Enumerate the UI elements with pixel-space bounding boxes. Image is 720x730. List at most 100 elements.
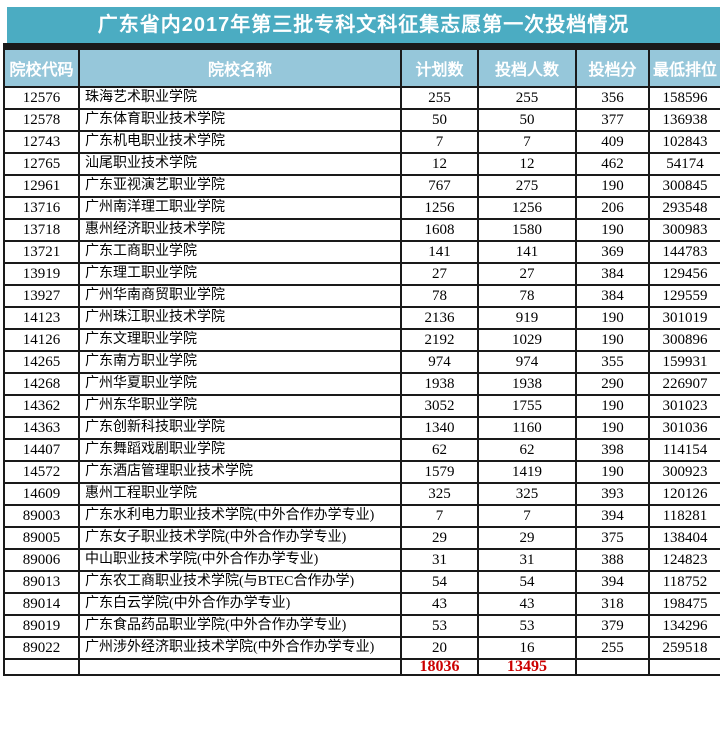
cast-score: 394 <box>575 570 650 594</box>
table-row: 89006 中山职业技术学院(中外合作办学专业) 31 31 388 124823 <box>3 548 720 572</box>
table-row: 13919 广东理工职业学院 27 27 384 129456 <box>3 262 720 286</box>
college-name: 广州东华职业学院 <box>78 394 402 418</box>
college-name: 广东理工职业学院 <box>78 262 402 286</box>
cast-score: 356 <box>575 86 650 110</box>
table-title: 广东省内2017年第三批专科文科征集志愿第一次投档情况 <box>7 7 720 43</box>
table-row: 14126 广东文理职业学院 2192 1029 190 300896 <box>3 328 720 352</box>
college-name: 广东工商职业学院 <box>78 240 402 264</box>
table-row: 89013 广东农工商职业技术学院(与BTEC合作办学) 54 54 394 118752 <box>3 570 720 594</box>
college-name: 广州华南商贸职业学院 <box>78 284 402 308</box>
table-row: 12578 广东体育职业技术学院 50 50 377 136938 <box>3 108 720 132</box>
lowest-rank: 158596 <box>648 86 720 110</box>
plan-count: 141 <box>400 240 479 264</box>
college-code: 12578 <box>3 108 80 132</box>
plan-count: 974 <box>400 350 479 374</box>
lowest-rank: 138404 <box>648 526 720 550</box>
cast-score: 206 <box>575 196 650 220</box>
college-code: 12576 <box>3 86 80 110</box>
college-code: 89003 <box>3 504 80 528</box>
college-name: 广东白云学院(中外合作办学专业) <box>78 592 402 616</box>
lowest-rank: 120126 <box>648 482 720 506</box>
cast-count: 43 <box>477 592 577 616</box>
college-name: 广东舞蹈戏剧职业学院 <box>78 438 402 462</box>
cast-count: 275 <box>477 174 577 198</box>
plan-count: 54 <box>400 570 479 594</box>
table-row: 14572 广东酒店管理职业技术学院 1579 1419 190 300923 <box>3 460 720 484</box>
table-row: 14407 广东舞蹈戏剧职业学院 62 62 398 114154 <box>3 438 720 462</box>
total-empty-cell <box>648 658 720 676</box>
total-cast-count: 13495 <box>477 658 577 676</box>
header-row: 院校代码 院校名称 计划数 投档人数 投档分 最低排位 <box>3 45 720 88</box>
plan-count: 3052 <box>400 394 479 418</box>
table-row: 89019 广东食品药品职业学院(中外合作办学专业) 53 53 379 134296 <box>3 614 720 638</box>
cast-count: 53 <box>477 614 577 638</box>
cast-score: 375 <box>575 526 650 550</box>
table-row: 14362 广州东华职业学院 3052 1755 190 301023 <box>3 394 720 418</box>
total-empty-cell <box>78 658 402 676</box>
cast-score: 290 <box>575 372 650 396</box>
table-row: 14268 广州华夏职业学院 1938 1938 290 226907 <box>3 372 720 396</box>
college-code: 14572 <box>3 460 80 484</box>
college-code: 89013 <box>3 570 80 594</box>
plan-count: 43 <box>400 592 479 616</box>
college-name: 广东体育职业技术学院 <box>78 108 402 132</box>
lowest-rank: 129559 <box>648 284 720 308</box>
plan-count: 1579 <box>400 460 479 484</box>
cast-score: 409 <box>575 130 650 154</box>
plan-count: 78 <box>400 284 479 308</box>
college-code: 13716 <box>3 196 80 220</box>
table-row: 13927 广州华南商贸职业学院 78 78 384 129559 <box>3 284 720 308</box>
college-code: 14265 <box>3 350 80 374</box>
cast-count: 1419 <box>477 460 577 484</box>
plan-count: 31 <box>400 548 479 572</box>
college-code: 12743 <box>3 130 80 154</box>
lowest-rank: 300896 <box>648 328 720 352</box>
cast-score: 462 <box>575 152 650 176</box>
table-row: 12961 广东亚视演艺职业学院 767 275 190 300845 <box>3 174 720 198</box>
lowest-rank: 301036 <box>648 416 720 440</box>
total-empty-cell <box>3 658 80 676</box>
lowest-rank: 301019 <box>648 306 720 330</box>
college-name: 广州珠江职业技术学院 <box>78 306 402 330</box>
cast-score: 190 <box>575 174 650 198</box>
plan-count: 7 <box>400 130 479 154</box>
college-name: 广东食品药品职业学院(中外合作办学专业) <box>78 614 402 638</box>
college-name: 广东文理职业学院 <box>78 328 402 352</box>
college-code: 13919 <box>3 262 80 286</box>
college-name: 广州华夏职业学院 <box>78 372 402 396</box>
cast-count: 325 <box>477 482 577 506</box>
lowest-rank: 300983 <box>648 218 720 242</box>
lowest-rank: 102843 <box>648 130 720 154</box>
lowest-rank: 114154 <box>648 438 720 462</box>
cast-score: 190 <box>575 306 650 330</box>
lowest-rank: 293548 <box>648 196 720 220</box>
lowest-rank: 226907 <box>648 372 720 396</box>
college-name: 广州涉外经济职业技术学院(中外合作办学专业) <box>78 636 402 660</box>
cast-count: 7 <box>477 504 577 528</box>
plan-count: 325 <box>400 482 479 506</box>
plan-count: 767 <box>400 174 479 198</box>
college-code: 14123 <box>3 306 80 330</box>
cast-count: 974 <box>477 350 577 374</box>
cast-score: 384 <box>575 284 650 308</box>
college-name: 广东农工商职业技术学院(与BTEC合作办学) <box>78 570 402 594</box>
table-row: 14363 广东创新科技职业学院 1340 1160 190 301036 <box>3 416 720 440</box>
college-code: 12765 <box>3 152 80 176</box>
cast-count: 29 <box>477 526 577 550</box>
college-name: 中山职业技术学院(中外合作办学专业) <box>78 548 402 572</box>
lowest-rank: 159931 <box>648 350 720 374</box>
cast-count: 54 <box>477 570 577 594</box>
cast-score: 190 <box>575 416 650 440</box>
table-row: 89003 广东水利电力职业技术学院(中外合作办学专业) 7 7 394 118281 <box>3 504 720 528</box>
college-name: 广州南洋理工职业学院 <box>78 196 402 220</box>
cast-score: 190 <box>575 394 650 418</box>
table-row: 13716 广州南洋理工职业学院 1256 1256 206 293548 <box>3 196 720 220</box>
table-row: 13721 广东工商职业学院 141 141 369 144783 <box>3 240 720 264</box>
lowest-rank: 301023 <box>648 394 720 418</box>
plan-count: 1340 <box>400 416 479 440</box>
total-plan-count: 18036 <box>400 658 479 676</box>
column-header-college-name: 院校名称 <box>78 45 402 88</box>
college-code: 13718 <box>3 218 80 242</box>
column-header-plan-count: 计划数 <box>400 45 479 88</box>
